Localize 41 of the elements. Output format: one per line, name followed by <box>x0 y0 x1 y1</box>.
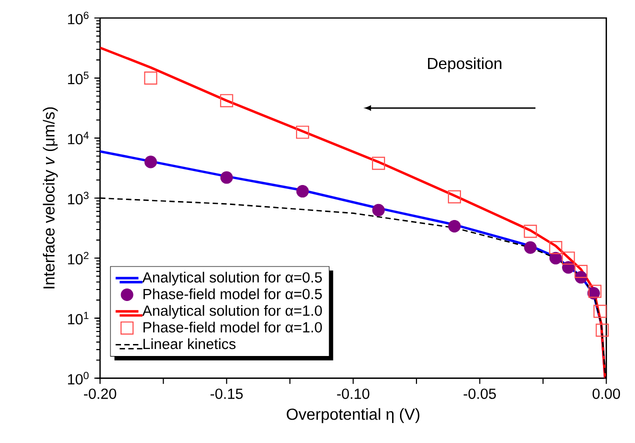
y-tick-label: 10$^{3}$ <box>68 192 89 204</box>
x-tick-label: -0.20 <box>84 388 116 400</box>
point <box>448 190 461 204</box>
y-tick-label: 10$^{5}$ <box>68 72 89 84</box>
point <box>549 252 562 264</box>
legend-label: Analytical solution for α=0.5 <box>142 272 322 286</box>
point <box>524 241 537 254</box>
point <box>524 224 537 238</box>
point <box>588 284 602 298</box>
y-tick-label: 10$^{0}$ <box>68 372 89 385</box>
legend-label: Linear kinetics <box>144 338 236 350</box>
point <box>296 126 310 139</box>
y-tick-label: 10$^{2}$ <box>68 252 88 264</box>
point <box>144 156 157 168</box>
point <box>574 264 588 278</box>
point <box>593 304 607 318</box>
x-tick-label: 0.00 <box>592 388 620 400</box>
point <box>448 220 461 233</box>
y-tick-label: 10$^{4}$ <box>68 132 89 144</box>
y-tick-label: 10$^{6}$ <box>68 12 89 24</box>
point <box>562 261 575 274</box>
y-axis-title: Interface velocity v (μm/s) <box>42 107 58 288</box>
point <box>372 204 385 216</box>
legend-label: Phase-field model for α=0.5 <box>144 288 322 300</box>
x-tick-label: -0.05 <box>464 388 496 400</box>
x-axis-title: Overpotential η (V) <box>286 408 420 424</box>
annotation: Deposition <box>428 57 502 72</box>
point <box>220 171 233 184</box>
legend-label: Phase-field model for α=1.0 <box>144 322 322 333</box>
point <box>296 185 309 198</box>
x-tick-label: -0.10 <box>337 388 370 400</box>
point <box>549 241 562 254</box>
point <box>220 94 234 108</box>
point <box>372 156 386 170</box>
line-series <box>100 46 606 378</box>
y-tick-label: 10$^{1}$ <box>68 312 88 324</box>
legend-label: Analytical solution for α=1.0 <box>142 305 322 319</box>
point <box>596 324 609 337</box>
x-tick-label: -0.15 <box>210 388 243 400</box>
point <box>562 252 575 265</box>
point <box>144 72 158 85</box>
